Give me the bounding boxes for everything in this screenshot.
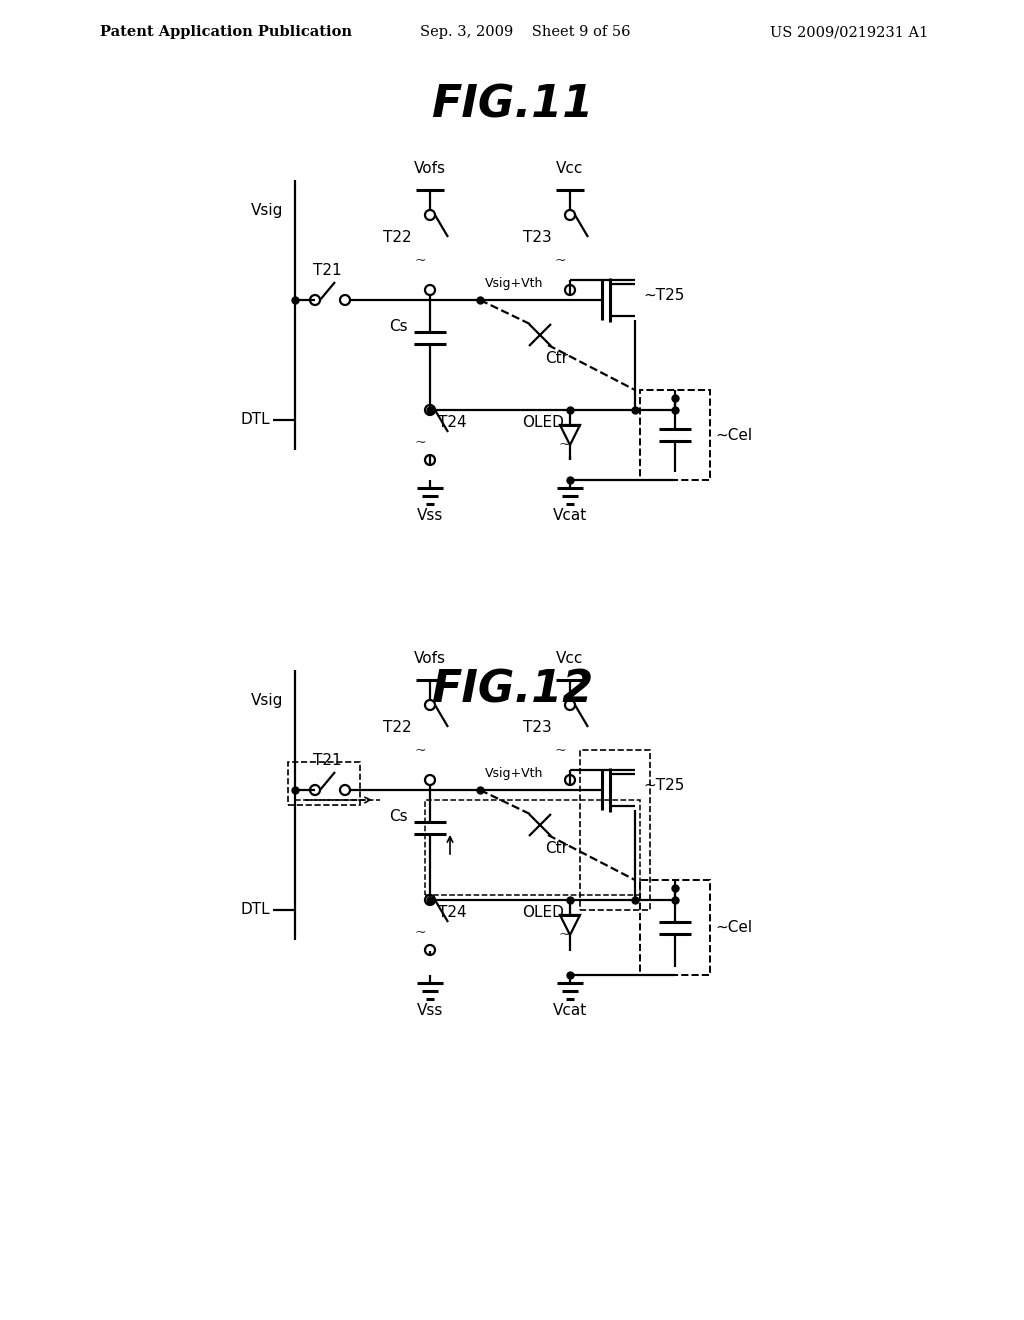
Text: ~: ~ [558,438,569,451]
Text: T22: T22 [383,230,412,246]
Text: T22: T22 [383,719,412,735]
Text: Vofs: Vofs [414,161,446,176]
Text: Vsig+Vth: Vsig+Vth [485,767,544,780]
Text: ~: ~ [413,339,424,352]
Bar [425,800,640,895]
Text: T23: T23 [523,230,552,246]
Bar [640,389,710,480]
Text: ~: ~ [554,253,566,268]
Text: OLED: OLED [522,414,564,430]
Text: OLED: OLED [522,906,564,920]
Text: ~: ~ [554,744,566,758]
Bar [288,762,360,805]
Text: DTL: DTL [241,903,270,917]
Text: Vcat: Vcat [553,508,587,523]
Text: T21: T21 [313,263,342,279]
Text: ~: ~ [414,744,426,758]
Text: DTL: DTL [241,412,270,428]
Text: Vcc: Vcc [556,161,584,176]
Text: ~Cel: ~Cel [715,428,752,442]
Text: Cs: Cs [389,809,408,824]
Text: Vsig: Vsig [251,202,283,218]
Text: FIG.12: FIG.12 [431,668,593,711]
Text: Vss: Vss [417,1003,443,1018]
Text: Vofs: Vofs [414,651,446,667]
Text: ~: ~ [558,928,569,942]
Text: ~: ~ [414,436,426,450]
Text: Vss: Vss [417,508,443,523]
Text: Patent Application Publication: Patent Application Publication [100,25,352,40]
Text: Ctr: Ctr [545,841,568,855]
Bar [580,750,650,909]
Text: FIG.11: FIG.11 [431,83,593,127]
Text: Vcat: Vcat [553,1003,587,1018]
Text: ~: ~ [414,927,426,940]
Text: US 2009/0219231 A1: US 2009/0219231 A1 [770,25,928,40]
Text: ~T25: ~T25 [643,777,684,792]
Text: ~T25: ~T25 [643,288,684,302]
Text: ~: ~ [413,829,424,843]
Text: ~: ~ [414,253,426,268]
Text: Sep. 3, 2009    Sheet 9 of 56: Sep. 3, 2009 Sheet 9 of 56 [420,25,631,40]
Text: Vcc: Vcc [556,651,584,667]
Text: T24: T24 [438,906,467,920]
Text: Ctr: Ctr [545,351,568,366]
Text: Vsig: Vsig [251,693,283,708]
Text: T23: T23 [523,719,552,735]
Text: ~Cel: ~Cel [715,920,752,936]
Text: T21: T21 [313,752,342,768]
Text: Vsig+Vth: Vsig+Vth [485,277,544,290]
Text: T24: T24 [438,414,467,430]
Bar [640,880,710,975]
Text: Cs: Cs [389,319,408,334]
